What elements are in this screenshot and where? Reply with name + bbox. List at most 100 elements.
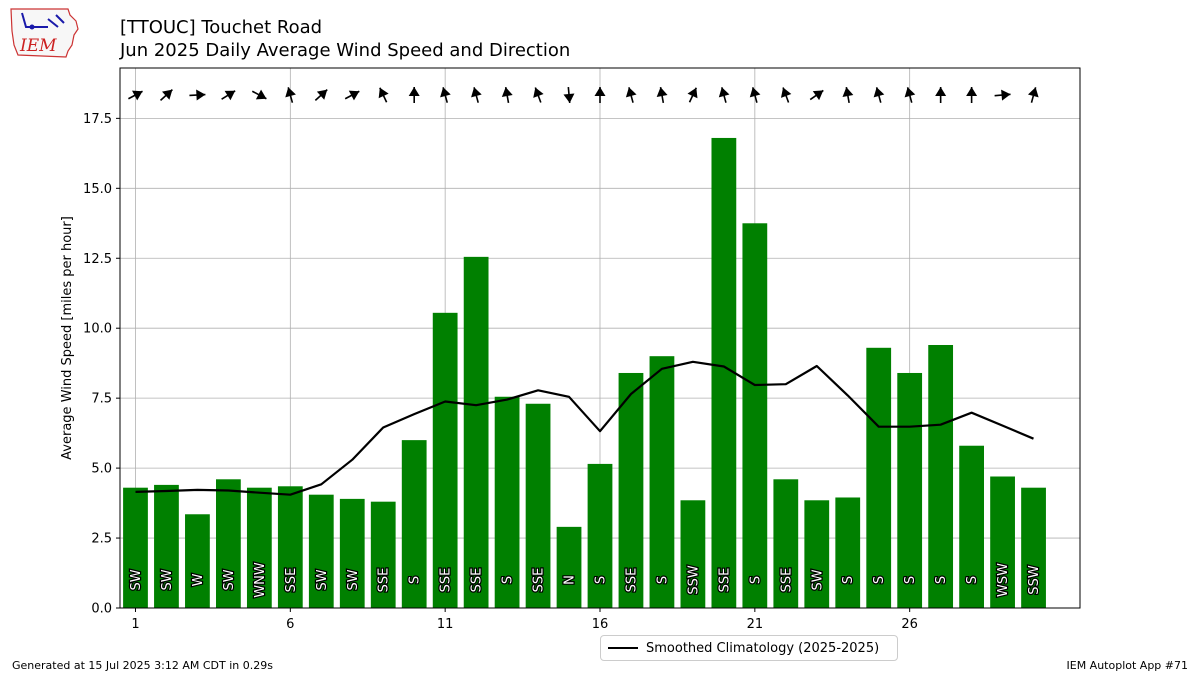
direction-label: S [965, 576, 980, 584]
direction-label: S [903, 576, 918, 584]
x-tick-label: 16 [592, 617, 609, 632]
x-tick-label: 21 [747, 617, 764, 632]
arrow-head [471, 87, 482, 98]
arrow-head [594, 87, 606, 96]
arrow-head [501, 87, 513, 97]
station-dot-icon [29, 24, 35, 30]
y-tick-label: 12.5 [83, 252, 112, 267]
wind-arrow-icon [563, 86, 575, 104]
arrow-head [132, 90, 143, 101]
arrow-head [348, 90, 360, 101]
bar [1021, 487, 1046, 608]
wind-arrow-icon [1027, 87, 1039, 103]
y-tick-label: 0.0 [91, 602, 112, 617]
wind-arrow-icon [935, 87, 947, 103]
y-tick-label: 2.5 [91, 532, 112, 547]
bar [339, 498, 365, 608]
bar [680, 500, 706, 608]
bar [773, 479, 799, 608]
bar [216, 479, 241, 608]
app-credit: IEM Autoplot App #71 [1066, 659, 1189, 672]
arrow-head [873, 87, 885, 98]
direction-label: SW [346, 569, 361, 590]
direction-label: S [501, 576, 516, 584]
direction-label: SSW [1027, 565, 1042, 595]
wind-arrow-icon [440, 87, 451, 103]
bar [928, 344, 954, 608]
chart-legend: Smoothed Climatology (2025-2025) [600, 635, 898, 661]
direction-label: SSE [284, 568, 299, 593]
bar [370, 501, 396, 608]
wind-arrow-icon [344, 90, 360, 101]
arrow-head [780, 87, 792, 98]
wind-arrow-icon [594, 87, 606, 103]
wind-arrow-icon [687, 87, 698, 103]
wind-arrow-icon [842, 86, 854, 104]
direction-label: SW [315, 569, 330, 590]
bar [123, 487, 148, 608]
direction-label: SW [160, 569, 175, 590]
arrow-head [1001, 89, 1011, 101]
bar [308, 494, 334, 608]
wind-arrow-icon [314, 89, 328, 101]
arrow-head [904, 87, 916, 98]
bar [463, 256, 489, 608]
wind-arrow-icon [378, 87, 389, 103]
x-tick-label: 11 [437, 617, 454, 632]
bar [835, 497, 861, 608]
arrow-head [440, 87, 451, 98]
arrow-head [1027, 87, 1039, 98]
wind-arrow-icon [904, 87, 916, 103]
bar [618, 372, 644, 608]
legend-label: Smoothed Climatology (2025-2025) [646, 640, 880, 656]
direction-label: SSE [779, 568, 794, 593]
wind-vane-icon [21, 12, 65, 28]
axis-ticks: 0.02.55.07.510.012.515.017.51 6 11 16 21 26 [83, 112, 918, 632]
arrow-head [285, 87, 296, 98]
wind-arrow-icon [780, 87, 792, 103]
arrow-head [718, 87, 730, 98]
y-axis-label: Average Wind Speed [miles per hour] [60, 216, 75, 460]
bar [154, 484, 179, 608]
wind-arrow-icon [656, 86, 668, 104]
arrow-head [749, 87, 761, 98]
iem-logo-icon: IEM [10, 8, 79, 58]
bar [556, 526, 582, 608]
bar [246, 487, 272, 608]
arrow-head [687, 87, 698, 99]
arrow-head [316, 89, 328, 100]
arrow-head [162, 89, 173, 100]
wind-arrow-icon [189, 89, 206, 101]
climatology-series [135, 360, 1034, 496]
arrow-head [656, 87, 668, 97]
direction-label: SSE [470, 568, 485, 593]
wind-arrows [128, 86, 1039, 104]
bar [742, 223, 768, 608]
direction-label: WSW [996, 563, 1011, 597]
wind-arrow-icon [221, 90, 236, 101]
bar [804, 500, 830, 608]
wind-arrow-icon [471, 87, 482, 103]
chart-subtitle: Jun 2025 Daily Average Wind Speed and Di… [120, 40, 571, 61]
bar [401, 440, 427, 608]
direction-label: SSE [717, 568, 732, 593]
wind-arrow-icon [128, 90, 143, 101]
arrow-head [966, 87, 978, 96]
wind-arrow-icon [718, 87, 730, 103]
arrow-head [625, 87, 637, 98]
bar [897, 372, 923, 608]
direction-label: S [934, 576, 949, 584]
y-tick-label: 17.5 [83, 112, 112, 127]
arrow-head [842, 87, 854, 97]
direction-label: S [841, 576, 856, 584]
direction-label: S [655, 576, 670, 584]
bar [990, 476, 1015, 608]
arrow-head [224, 90, 236, 101]
direction-label: SW [222, 569, 237, 590]
bar [277, 486, 303, 608]
bar-series [123, 137, 1046, 608]
direction-label: SW [810, 569, 825, 590]
bar [711, 137, 737, 608]
generated-timestamp: Generated at 15 Jul 2025 3:12 AM CDT in … [12, 659, 273, 672]
